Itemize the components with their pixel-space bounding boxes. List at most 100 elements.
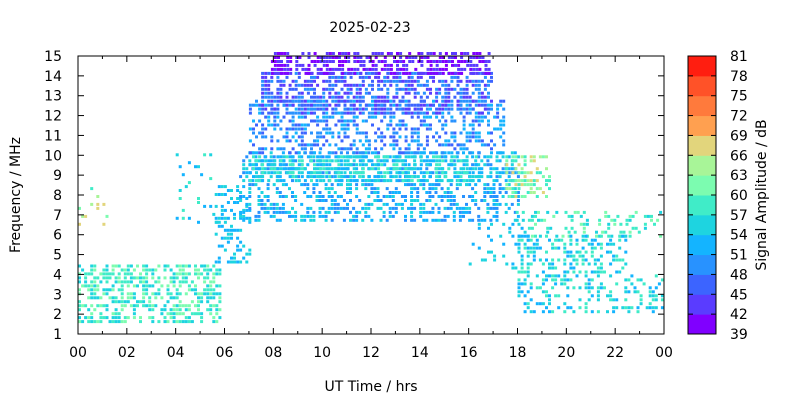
heatmap-cell	[628, 230, 632, 234]
heatmap-cell	[444, 159, 448, 163]
heatmap-cell	[374, 103, 378, 107]
heatmap-cell	[428, 210, 432, 214]
heatmap-cell	[422, 183, 426, 187]
heatmap-cell	[490, 75, 493, 79]
heatmap-cell	[452, 159, 456, 163]
heatmap-cell	[377, 103, 381, 107]
heatmap-cell	[355, 179, 359, 183]
heatmap-cell	[178, 300, 182, 304]
heatmap-cell	[316, 163, 320, 167]
heatmap-cell	[291, 115, 295, 119]
heatmap-cell	[392, 167, 396, 171]
heatmap-cell	[184, 316, 188, 320]
heatmap-cell	[294, 218, 298, 222]
heatmap-cell	[419, 103, 423, 107]
heatmap-cell	[402, 71, 406, 75]
heatmap-cell	[410, 199, 414, 202]
heatmap-cell	[651, 294, 655, 298]
heatmap-cell	[258, 151, 262, 155]
heatmap-cell	[261, 179, 265, 183]
heatmap-cell	[410, 83, 414, 87]
heatmap-cell	[624, 290, 628, 294]
heatmap-cell	[462, 143, 466, 147]
heatmap-cell	[419, 202, 423, 206]
heatmap-cell	[465, 87, 469, 91]
heatmap-cell	[477, 103, 481, 107]
heatmap-cell	[257, 218, 261, 222]
heatmap-cell	[178, 268, 182, 272]
heatmap-cell	[215, 292, 219, 296]
heatmap-cell	[223, 248, 227, 252]
heatmap-cell	[377, 127, 381, 131]
heatmap-cell	[407, 143, 411, 147]
heatmap-cell	[298, 63, 302, 67]
heatmap-cell	[313, 52, 317, 55]
heatmap-cell	[465, 167, 469, 171]
colorbar-tick-label: 66	[730, 148, 748, 164]
heatmap-cell	[200, 296, 204, 300]
heatmap-cell	[377, 60, 381, 63]
heatmap-cell	[99, 312, 103, 316]
heatmap-cell	[338, 63, 341, 67]
heatmap-cell	[507, 183, 511, 187]
heatmap-cell	[254, 214, 258, 218]
heatmap-cell	[339, 151, 343, 155]
heatmap-cell	[377, 79, 381, 83]
heatmap-cell	[431, 183, 435, 187]
heatmap-cell	[273, 99, 277, 103]
heatmap-cell	[294, 79, 298, 83]
heatmap-cell	[596, 242, 600, 246]
heatmap-cell	[526, 274, 530, 278]
heatmap-cell	[523, 179, 527, 183]
heatmap-cell	[261, 87, 265, 91]
x-tick-label: 08	[264, 345, 282, 361]
heatmap-cell	[420, 63, 424, 67]
heatmap-cell	[330, 218, 334, 222]
heatmap-cell	[294, 214, 298, 218]
heatmap-cell	[483, 99, 487, 103]
heatmap-cell	[254, 175, 258, 179]
heatmap-cell	[291, 147, 295, 151]
heatmap-cell	[404, 179, 407, 183]
heatmap-cell	[260, 206, 264, 210]
heatmap-cell	[459, 87, 463, 91]
heatmap-cell	[483, 187, 487, 191]
heatmap-cell	[581, 262, 585, 266]
heatmap-cell	[404, 175, 408, 179]
heatmap-cell	[648, 302, 652, 306]
heatmap-cell	[653, 222, 656, 226]
heatmap-cell	[154, 268, 158, 272]
heatmap-cell	[370, 202, 374, 206]
heatmap-cell	[374, 75, 378, 79]
heatmap-cell	[564, 226, 568, 230]
heatmap-cell	[511, 262, 515, 266]
heatmap-cell	[374, 95, 378, 99]
heatmap-cell	[472, 52, 476, 55]
heatmap-cell	[347, 67, 351, 71]
heatmap-cell	[93, 296, 97, 300]
heatmap-cell	[404, 195, 407, 198]
heatmap-cell	[404, 155, 408, 159]
heatmap-cell	[633, 290, 637, 294]
heatmap-cell	[624, 306, 628, 310]
heatmap-cell	[465, 79, 469, 83]
heatmap-cell	[450, 103, 454, 107]
heatmap-cell	[248, 220, 252, 224]
heatmap-cell	[584, 250, 588, 254]
heatmap-cell	[226, 260, 230, 264]
heatmap-cell	[178, 264, 182, 268]
heatmap-cell	[596, 298, 600, 302]
heatmap-cell	[452, 218, 456, 222]
heatmap-cell	[316, 95, 320, 99]
heatmap-cell	[352, 123, 356, 127]
heatmap-cell	[478, 52, 482, 55]
heatmap-cell	[599, 242, 603, 246]
heatmap-cell	[619, 230, 623, 234]
heatmap-cell	[142, 292, 146, 296]
heatmap-cell	[477, 179, 481, 183]
heatmap-cell	[383, 115, 387, 119]
heatmap-cell	[214, 260, 218, 264]
heatmap-cell	[303, 147, 307, 151]
heatmap-cell	[136, 304, 139, 308]
heatmap-cell	[459, 131, 463, 135]
